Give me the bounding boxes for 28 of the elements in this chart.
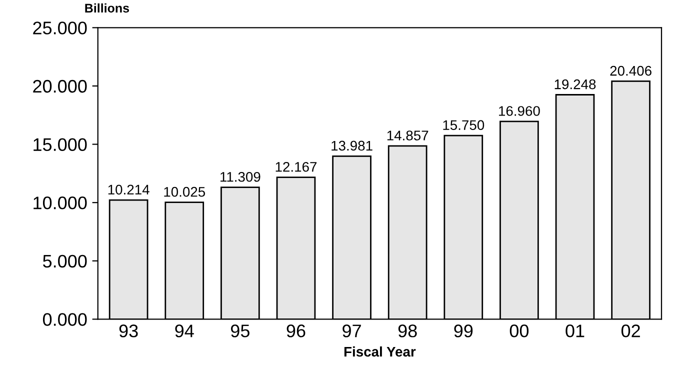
x-tick-label: 96 <box>286 324 306 338</box>
data-label: 19.248 <box>554 79 596 90</box>
x-tick-label: 93 <box>119 324 138 338</box>
x-tick-label: 99 <box>454 324 473 338</box>
data-label: 20.406 <box>610 66 652 76</box>
data-label: 12.167 <box>276 162 317 172</box>
data-label: 16.960 <box>499 106 540 116</box>
x-tick-label: 97 <box>342 324 361 338</box>
x-axis-title: Fiscal Year <box>344 346 416 357</box>
y-tick-label: 25.000 <box>33 22 87 34</box>
y-axis-title: Billions <box>85 3 130 13</box>
data-label: 11.309 <box>220 172 260 182</box>
data-label: 15.750 <box>443 120 484 130</box>
x-tick-label: 95 <box>230 324 250 338</box>
data-label: 10.214 <box>108 184 150 195</box>
x-tick-label: 01 <box>566 324 584 338</box>
x-tick-label: 94 <box>175 324 194 338</box>
y-tick-label: 10.000 <box>34 196 87 210</box>
y-tick-label: 20.000 <box>33 80 87 93</box>
y-tick-label: 15.000 <box>34 138 87 151</box>
data-label: 10.025 <box>164 186 206 197</box>
data-label: 13.981 <box>332 140 372 151</box>
x-tick-label: 02 <box>621 324 640 338</box>
y-tick-label: 5.000 <box>43 254 87 268</box>
data-label: 14.857 <box>387 130 428 140</box>
x-tick-label: 00 <box>510 324 529 338</box>
x-tick-label: 98 <box>398 324 417 338</box>
y-tick-label: 0.000 <box>42 313 87 326</box>
